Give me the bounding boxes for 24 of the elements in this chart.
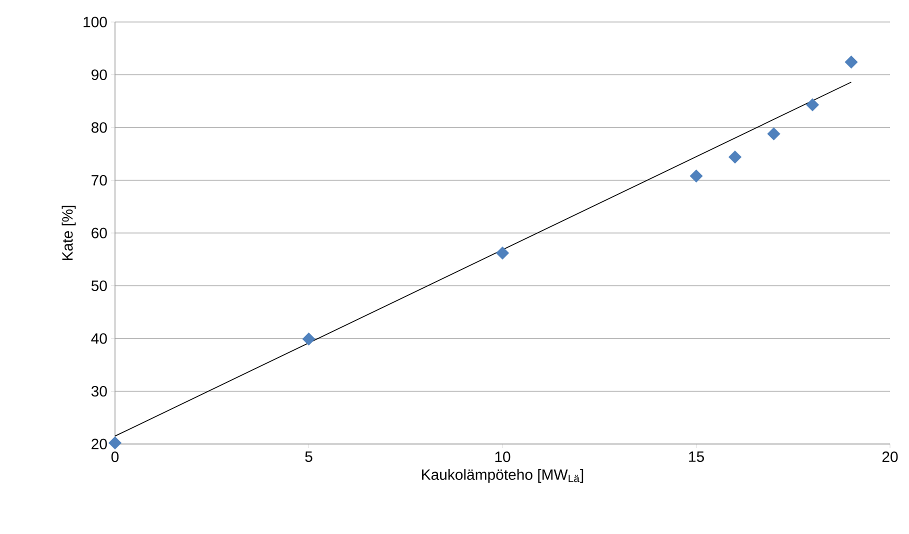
point <box>844 56 858 69</box>
y-tick-label: 60 <box>92 228 107 238</box>
x-axis-title: Kaukolämpöteho [MW$_{Lä}$] <box>422 468 584 483</box>
y-tick-label: 70 <box>92 174 107 186</box>
y-tick-label: 100 <box>84 16 107 28</box>
x-tick-label: 15 <box>689 452 704 462</box>
point <box>108 436 122 450</box>
y-tick-label: 40 <box>91 333 107 344</box>
y-axis-title: Kate [%] <box>62 206 76 260</box>
point <box>806 98 820 112</box>
y-tick-label: 50 <box>91 280 107 292</box>
y-tick-label: 20 <box>92 438 107 450</box>
point <box>728 150 742 164</box>
x-tick-label: 5 <box>305 452 312 462</box>
point <box>690 169 703 183</box>
point <box>302 332 316 346</box>
x-tick-label: 0 <box>111 452 119 462</box>
y-tick-label: 30 <box>91 386 107 397</box>
point <box>496 246 510 260</box>
x-tick-label: 10 <box>495 452 510 462</box>
y-tick-label: 80 <box>92 122 107 133</box>
x-tick-label: 20 <box>882 452 898 462</box>
y-tick-label: 90 <box>92 69 107 80</box>
point <box>767 127 780 140</box>
